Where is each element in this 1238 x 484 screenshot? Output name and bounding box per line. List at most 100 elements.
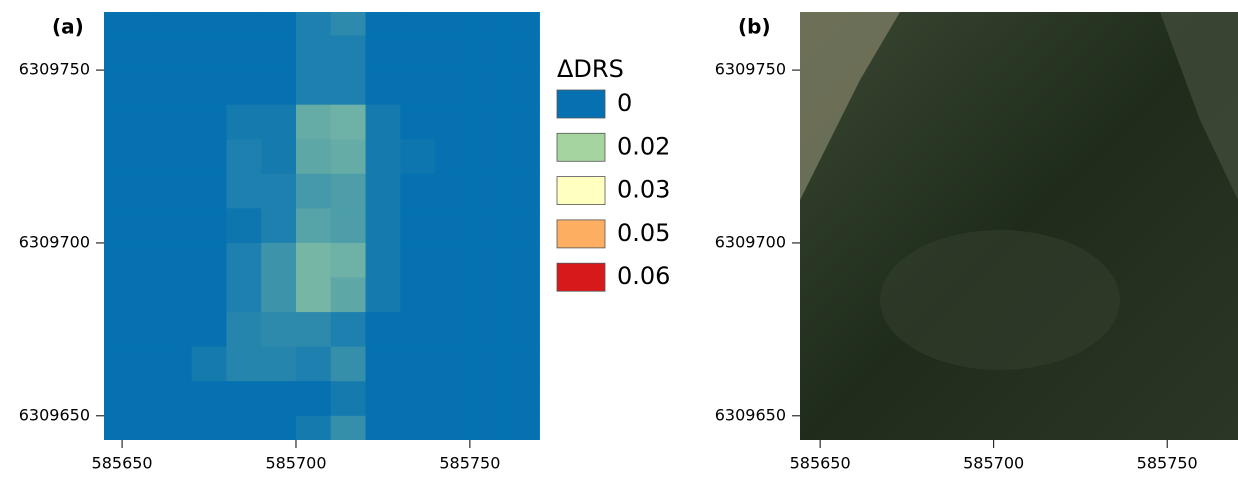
heat-cell	[192, 174, 227, 209]
heat-cell	[157, 381, 192, 416]
heat-cell	[122, 1, 157, 36]
heat-cell	[331, 208, 366, 243]
heat-cell	[296, 36, 331, 71]
heat-cell	[296, 243, 331, 278]
legend-label: 0.03	[617, 176, 670, 204]
heat-cell	[400, 347, 435, 382]
heat-cell	[505, 105, 540, 140]
heat-cell	[331, 1, 366, 36]
heat-cell	[331, 312, 366, 347]
heat-cell	[331, 243, 366, 278]
heat-cell	[192, 312, 227, 347]
heat-cell	[192, 139, 227, 174]
y-tick-label: 6309750	[19, 60, 90, 79]
heat-cell	[87, 278, 122, 313]
heat-cell	[505, 278, 540, 313]
heat-cell	[470, 105, 505, 140]
heat-cell	[157, 105, 192, 140]
heat-cell	[400, 208, 435, 243]
heat-cell	[87, 416, 122, 451]
heat-cell	[435, 1, 470, 36]
heat-cell	[296, 208, 331, 243]
heat-cell	[226, 278, 261, 313]
heat-cell	[470, 347, 505, 382]
heat-cell	[505, 174, 540, 209]
legend-swatch	[557, 220, 605, 248]
aerial-photo	[800, 12, 1238, 440]
heat-cell	[366, 347, 401, 382]
heat-cell	[296, 70, 331, 105]
heat-cell	[400, 105, 435, 140]
heat-cell	[366, 70, 401, 105]
heat-cell	[226, 139, 261, 174]
heat-cell	[87, 381, 122, 416]
heat-cell	[192, 243, 227, 278]
heat-cell	[505, 208, 540, 243]
heat-cell	[331, 139, 366, 174]
x-tick-label: 585750	[1137, 454, 1198, 473]
heat-cell	[505, 1, 540, 36]
heat-cell	[122, 70, 157, 105]
heat-cell	[366, 174, 401, 209]
legend-label: 0.05	[617, 219, 670, 247]
heat-cell	[296, 381, 331, 416]
heat-cell	[296, 278, 331, 313]
heat-cell	[261, 174, 296, 209]
legend-swatch	[557, 263, 605, 291]
heat-cell	[470, 139, 505, 174]
heat-cell	[261, 36, 296, 71]
heat-cell	[192, 70, 227, 105]
heat-cell	[87, 139, 122, 174]
y-tick-label: 6309650	[19, 405, 90, 424]
heat-cell	[122, 347, 157, 382]
heat-cell	[331, 278, 366, 313]
heat-cell	[192, 347, 227, 382]
heat-cell	[87, 105, 122, 140]
heat-cell	[157, 70, 192, 105]
legend-swatch	[557, 177, 605, 205]
heat-cell	[261, 278, 296, 313]
heat-cell	[366, 36, 401, 71]
heat-cell	[157, 312, 192, 347]
heat-cell	[261, 312, 296, 347]
heat-cell	[192, 1, 227, 36]
heat-cell	[435, 243, 470, 278]
heat-cell	[226, 416, 261, 451]
heatmap-area	[87, 1, 540, 451]
heat-cell	[226, 174, 261, 209]
heat-cell	[261, 70, 296, 105]
heat-cell	[470, 416, 505, 451]
heat-cell	[505, 381, 540, 416]
heat-cell	[296, 416, 331, 451]
heat-cell	[470, 1, 505, 36]
heat-cell	[157, 208, 192, 243]
legend-title: ΔDRS	[557, 55, 624, 83]
legend-label: 0.06	[617, 262, 670, 290]
heat-cell	[400, 416, 435, 451]
heat-cell	[435, 381, 470, 416]
heat-cell	[192, 416, 227, 451]
heat-cell	[505, 36, 540, 71]
heat-cell	[296, 105, 331, 140]
heat-cell	[261, 381, 296, 416]
heat-cell	[366, 208, 401, 243]
heat-cell	[122, 278, 157, 313]
photo-patch	[880, 230, 1120, 370]
x-tick-label: 585700	[963, 454, 1024, 473]
heat-cell	[87, 208, 122, 243]
heat-cell	[435, 312, 470, 347]
heat-cell	[192, 36, 227, 71]
heat-cell	[435, 347, 470, 382]
heat-cell	[435, 105, 470, 140]
y-tick-label: 6309650	[715, 405, 786, 424]
heat-cell	[157, 36, 192, 71]
heat-cell	[366, 278, 401, 313]
heat-cell	[296, 139, 331, 174]
heat-cell	[296, 347, 331, 382]
heat-cell	[226, 70, 261, 105]
heat-cell	[435, 416, 470, 451]
heat-cell	[470, 208, 505, 243]
heat-cell	[87, 174, 122, 209]
x-tick-label: 585700	[265, 454, 326, 473]
heat-cell	[226, 381, 261, 416]
